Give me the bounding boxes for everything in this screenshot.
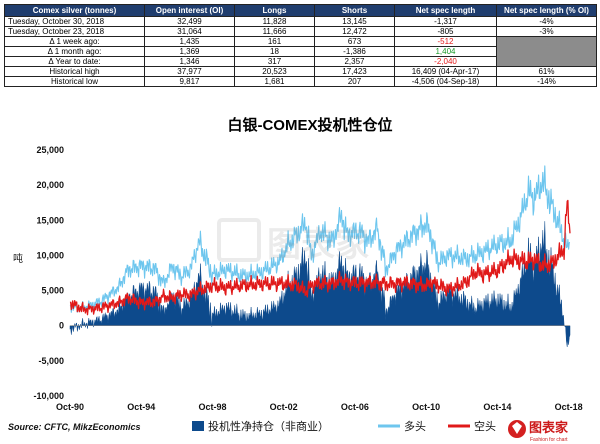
cell-net-spec-length: 1,404 [394, 46, 497, 57]
header-metric: Comex silver (tonnes) [4, 4, 145, 17]
row-label: Historical high [4, 66, 145, 77]
cell-open-interest: 1,369 [144, 46, 235, 57]
x-tick-label: Oct-94 [127, 402, 155, 412]
y-tick-labels: 25,000 20,000 15,000 10,000 5,000 0 -5,000 -10,… [33, 145, 64, 401]
cell-net-spec-length: -2,040 [394, 56, 497, 67]
y-tick-label: 20,000 [36, 180, 64, 190]
brand-logo: 图表家 Fashion for chart [508, 420, 569, 443]
header-longs: Longs [234, 4, 315, 17]
cell-net-spec-length: -1,317 [394, 16, 497, 27]
cell-shorts: 13,145 [314, 16, 395, 27]
row-label: Tuesday, October 30, 2018 [4, 16, 145, 27]
x-tick-label: Oct-02 [270, 402, 298, 412]
row-label: Historical low [4, 76, 145, 87]
table-row: Δ 1 week ago: 1,435 161 673 -512 [4, 36, 597, 67]
table-row: Historical high 37,977 20,523 17,423 16,… [4, 66, 597, 77]
longs-series-line [69, 165, 571, 313]
source-note: Source: CFTC, MikzEconomics [8, 422, 141, 432]
y-tick-label: -5,000 [38, 356, 64, 366]
chart-title: 白银-COMEX投机性仓位 [227, 116, 392, 134]
cell-open-interest: 1,346 [144, 56, 235, 67]
y-tick-label: 10,000 [36, 250, 64, 260]
row-label: Tuesday, October 23, 2018 [4, 26, 145, 37]
row-label: Δ 1 week ago: [4, 36, 145, 47]
cell-net-spec-length: -805 [394, 26, 497, 37]
legend-label: 投机性净持仓（非商业） [208, 419, 329, 433]
cell-longs: 11,666 [234, 26, 315, 37]
cell-net-spec-pct: -4% [496, 16, 597, 27]
grey-placeholder-cell [496, 36, 597, 67]
cell-shorts: 12,472 [314, 26, 395, 37]
table-row: Tuesday, October 23, 2018 31,064 11,666 … [4, 26, 597, 37]
cell-longs: 20,523 [234, 66, 315, 77]
chart-legend: 投机性净持仓（非商业） 多头 空头 [192, 419, 496, 433]
series-layer [69, 165, 571, 348]
logo-subtitle: Fashion for chart [530, 437, 568, 443]
cell-longs: 18 [234, 46, 315, 57]
cell-open-interest: 37,977 [144, 66, 235, 77]
header-shorts: Shorts [314, 4, 395, 17]
cell-net-spec-length: -512 [394, 36, 497, 47]
table-row: Tuesday, October 30, 2018 32,499 11,828 … [4, 16, 597, 27]
cell-open-interest: 1,435 [144, 36, 235, 47]
header-net-spec-length: Net spec length [394, 4, 497, 17]
table-row: Δ 1 month ago: 1,369 18 -1,386 1,404 [4, 46, 597, 57]
x-tick-label: Oct-14 [483, 402, 511, 412]
legend-swatch-net [192, 421, 204, 431]
cell-longs: 317 [234, 56, 315, 67]
y-tick-label: 15,000 [36, 215, 64, 225]
cell-longs: 11,828 [234, 16, 315, 27]
x-tick-labels: Oct-90 Oct-94 Oct-98 Oct-02 Oct-06 Oct-10 Oct-… [56, 402, 583, 412]
header-net-spec-pct: Net spec length (% OI) [496, 4, 597, 17]
y-axis-label: 吨 [13, 252, 23, 265]
cell-net-spec-length: 16,409 (04-Apr-17) [394, 66, 497, 77]
y-tick-label: -10,000 [33, 391, 64, 401]
cell-net-spec-pct: -14% [496, 76, 597, 87]
cell-shorts: 673 [314, 36, 395, 47]
silver-position-chart: 白银-COMEX投机性仓位 吨 25,000 20,000 15,000 10,000… [8, 116, 583, 443]
x-tick-label: Oct-98 [198, 402, 226, 412]
table-row: Δ Year to date: 1,346 317 2,357 -2,040 [4, 56, 597, 67]
x-tick-label: Oct-06 [341, 402, 369, 412]
cell-open-interest: 31,064 [144, 26, 235, 37]
net-position-area [69, 221, 571, 348]
cell-longs: 161 [234, 36, 315, 47]
y-tick-label: 25,000 [36, 145, 64, 155]
cell-shorts: -1,386 [314, 46, 395, 57]
cell-net-spec-pct: 61% [496, 66, 597, 77]
x-tick-label: Oct-90 [56, 402, 84, 412]
cell-longs: 1,681 [234, 76, 315, 87]
y-tick-label: 5,000 [41, 286, 64, 296]
x-tick-label: Oct-18 [555, 402, 583, 412]
cell-open-interest: 9,817 [144, 76, 235, 87]
row-label: Δ 1 month ago: [4, 46, 145, 57]
row-label: Δ Year to date: [4, 56, 145, 67]
y-tick-label: 0 [59, 321, 64, 331]
header-open-interest: Open interest (OI) [144, 4, 235, 17]
legend-label: 空头 [474, 419, 496, 433]
comex-silver-table: Comex silver (tonnes) Open interest (OI)… [4, 4, 597, 87]
cell-shorts: 2,357 [314, 56, 395, 67]
shorts-series-line [69, 199, 571, 316]
logo-text: 图表家 [529, 420, 569, 435]
cell-open-interest: 32,499 [144, 16, 235, 27]
legend-label: 多头 [404, 419, 426, 433]
x-tick-label: Oct-10 [412, 402, 440, 412]
cell-net-spec-pct: -3% [496, 26, 597, 37]
cell-net-spec-length: -4,506 (04-Sep-18) [394, 76, 497, 87]
table-row: Historical low 9,817 1,681 207 -4,506 (0… [4, 76, 597, 87]
cell-shorts: 17,423 [314, 66, 395, 77]
table-header-row: Comex silver (tonnes) Open interest (OI)… [4, 4, 597, 17]
logo-mark-icon [512, 422, 522, 434]
cell-shorts: 207 [314, 76, 395, 87]
